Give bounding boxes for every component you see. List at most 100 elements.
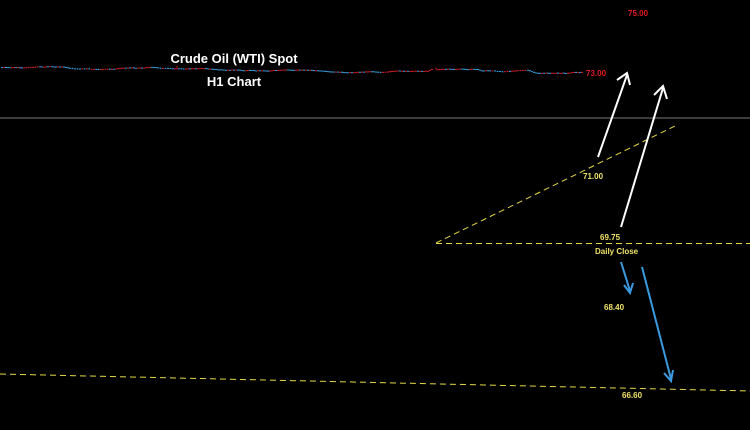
candle-body-143 [299, 69, 301, 71]
candle-body-26 [55, 66, 57, 68]
candle-body-182 [377, 71, 379, 73]
candle-body-162 [337, 71, 339, 73]
candle-body-8 [17, 67, 19, 69]
candle-body-172 [357, 71, 359, 73]
candle-body-192 [399, 70, 401, 72]
candle-body-23 [49, 66, 51, 68]
candle-body-94 [201, 68, 203, 70]
candle-body-63 [135, 67, 137, 69]
candle-body-99 [211, 68, 213, 70]
candle-body-90 [193, 68, 195, 70]
candle-body-252 [529, 70, 531, 72]
candle-body-259 [543, 72, 545, 74]
candle-body-100 [213, 68, 215, 70]
candle-body-14 [29, 66, 32, 68]
candle-body-46 [99, 69, 102, 71]
candle-body-238 [496, 70, 499, 72]
candle-body-80 [172, 68, 174, 70]
candle-body-53 [115, 68, 117, 70]
candle-body-193 [401, 70, 403, 72]
candle-body-169 [351, 72, 353, 74]
candle-body-96 [205, 68, 207, 70]
candle-body-24 [51, 66, 53, 68]
candle-body-36 [76, 68, 79, 70]
candle-body-260 [545, 72, 547, 74]
candle-body-194 [403, 70, 405, 72]
candle-body-197 [409, 71, 411, 73]
candle-body-184 [382, 71, 384, 73]
candle-body-133 [279, 69, 281, 71]
candle-body-206 [427, 70, 429, 72]
candle-body-222 [463, 68, 465, 70]
candle-body-161 [335, 71, 337, 73]
candle-body-98 [209, 68, 211, 70]
candle-body-141 [295, 69, 297, 71]
candle-body-164 [341, 71, 343, 73]
candle-body-218 [455, 69, 457, 71]
candle-body-0 [1, 67, 3, 69]
candle-body-81 [174, 68, 176, 70]
candle-body-187 [389, 71, 391, 73]
candle-body-180 [373, 71, 375, 73]
candle-body-18 [39, 66, 41, 68]
rising-trendline [435, 125, 676, 244]
candle-body-250 [524, 69, 527, 71]
candle-body-261 [547, 72, 549, 74]
candle-body-114 [241, 70, 243, 72]
candle-body-153 [319, 70, 321, 72]
candle-body-84 [180, 68, 183, 70]
candle-body-86 [185, 68, 187, 70]
candle-body-240 [501, 71, 504, 73]
candle-body-123 [259, 70, 261, 72]
candle-body-201 [417, 70, 419, 72]
candle-body-228 [475, 69, 477, 70]
candle-body-62 [133, 67, 135, 69]
candle-body-267 [559, 72, 561, 74]
candle-body-226 [471, 68, 473, 70]
candle-body-217 [453, 68, 455, 70]
candle-body-266 [557, 72, 559, 74]
candle-body-126 [265, 70, 267, 72]
candle-body-160 [333, 71, 335, 73]
candle-body-251 [527, 69, 529, 71]
label-66-60: 66.60 [622, 391, 643, 400]
candle-body-241 [504, 71, 506, 73]
candle-body-116 [245, 70, 247, 72]
candle-body-269 [563, 72, 565, 74]
candle-body-263 [551, 72, 553, 74]
candle-body-196 [407, 70, 409, 72]
candle-body-16 [34, 66, 37, 68]
candle-body-209 [437, 69, 439, 71]
candle-body-258 [541, 72, 543, 74]
candle-body-39 [83, 68, 86, 70]
candle-body-224 [467, 69, 469, 71]
candle-body-149 [311, 69, 313, 71]
candle-body-54 [117, 68, 119, 70]
candle-body-211 [441, 68, 443, 70]
candle-body-3 [7, 67, 9, 69]
candle-body-212 [443, 68, 445, 70]
candle-body-61 [131, 67, 133, 69]
bullish-arrow-2 [620, 84, 668, 228]
chart-title-line2: H1 Chart [207, 74, 262, 89]
bearish-arrow-1 [620, 261, 634, 296]
candle-body-89 [191, 68, 193, 70]
candle-body-66 [141, 67, 143, 69]
candle-body-230 [479, 69, 481, 71]
candle-body-243 [509, 71, 511, 72]
candle-body-48 [104, 68, 107, 70]
candle-body-183 [379, 71, 382, 73]
candle-body-67 [143, 67, 145, 69]
bearish-arrow-2 [641, 266, 674, 384]
candle-body-255 [535, 72, 537, 74]
candle-body-40 [86, 68, 88, 70]
candle-body-29 [61, 66, 63, 68]
candle-body-166 [345, 72, 347, 74]
candle-body-229 [477, 69, 479, 70]
candle-body-47 [102, 69, 104, 70]
candle-body-95 [203, 68, 205, 70]
candle-body-49 [106, 68, 109, 70]
candle-body-128 [269, 70, 271, 72]
